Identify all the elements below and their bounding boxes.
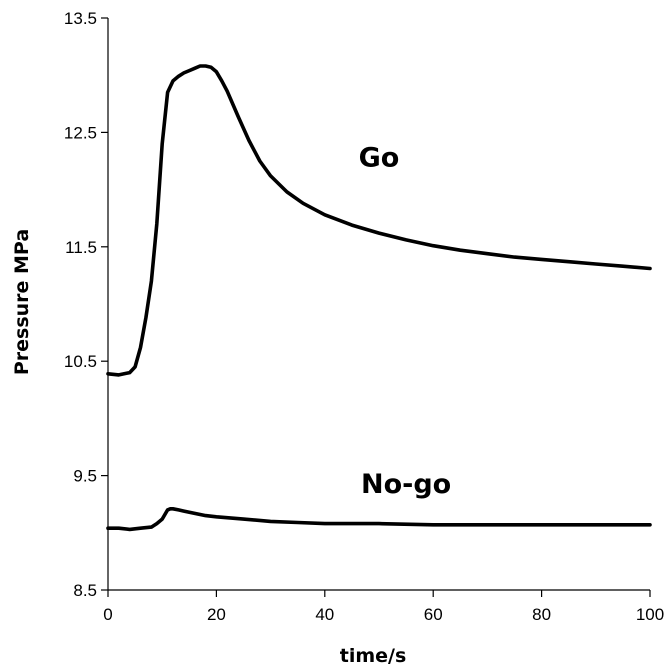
y-tick-label: 8.5: [73, 581, 97, 600]
x-tick-label: 20: [207, 605, 226, 624]
x-tick-label: 0: [103, 605, 112, 624]
series-label-no-go: No-go: [361, 469, 451, 500]
x-tick-label: 80: [532, 605, 551, 624]
x-tick-label: 100: [636, 605, 664, 624]
x-axis-title: time/s: [340, 645, 407, 667]
y-tick-label: 9.5: [73, 467, 97, 486]
y-tick-label: 13.5: [64, 9, 97, 28]
series-layer: Go No-go: [108, 66, 650, 529]
y-axis-title: Pressure MPa: [11, 229, 33, 375]
y-tick-label: 11.5: [65, 238, 97, 257]
y-tick-label: 10.5: [64, 352, 97, 371]
x-tick-label: 40: [315, 605, 334, 624]
x-tick-label: 60: [424, 605, 443, 624]
x-ticks: 0 20 40 60 80 100: [103, 590, 664, 624]
y-tick-label: 12.5: [64, 123, 97, 142]
series-line-go: [108, 66, 650, 375]
series-line-no-go: [108, 509, 650, 530]
axes: [108, 18, 650, 590]
series-label-go: Go: [359, 143, 400, 174]
y-ticks: 8.5 9.5 10.5 11.5 12.5 13.5: [64, 9, 108, 600]
